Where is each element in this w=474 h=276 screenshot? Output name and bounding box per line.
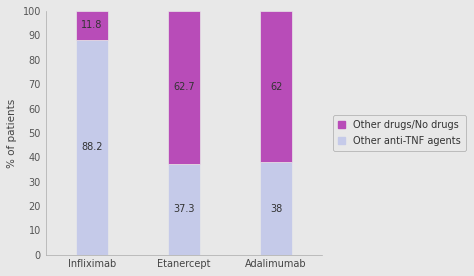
Bar — [76, 11, 108, 40]
Text: 37.3: 37.3 — [173, 205, 195, 214]
Text: 62.7: 62.7 — [173, 83, 195, 92]
Text: 38: 38 — [270, 203, 283, 214]
Y-axis label: % of patients: % of patients — [7, 98, 17, 168]
Bar — [260, 11, 292, 162]
Text: 88.2: 88.2 — [81, 142, 102, 152]
Text: 62: 62 — [270, 82, 283, 92]
Bar — [168, 11, 200, 164]
Text: 11.8: 11.8 — [81, 20, 102, 30]
Legend: Other drugs/No drugs, Other anti-TNF agents: Other drugs/No drugs, Other anti-TNF age… — [333, 115, 466, 151]
Bar — [260, 162, 292, 255]
Bar — [168, 164, 200, 255]
Bar — [76, 40, 108, 255]
